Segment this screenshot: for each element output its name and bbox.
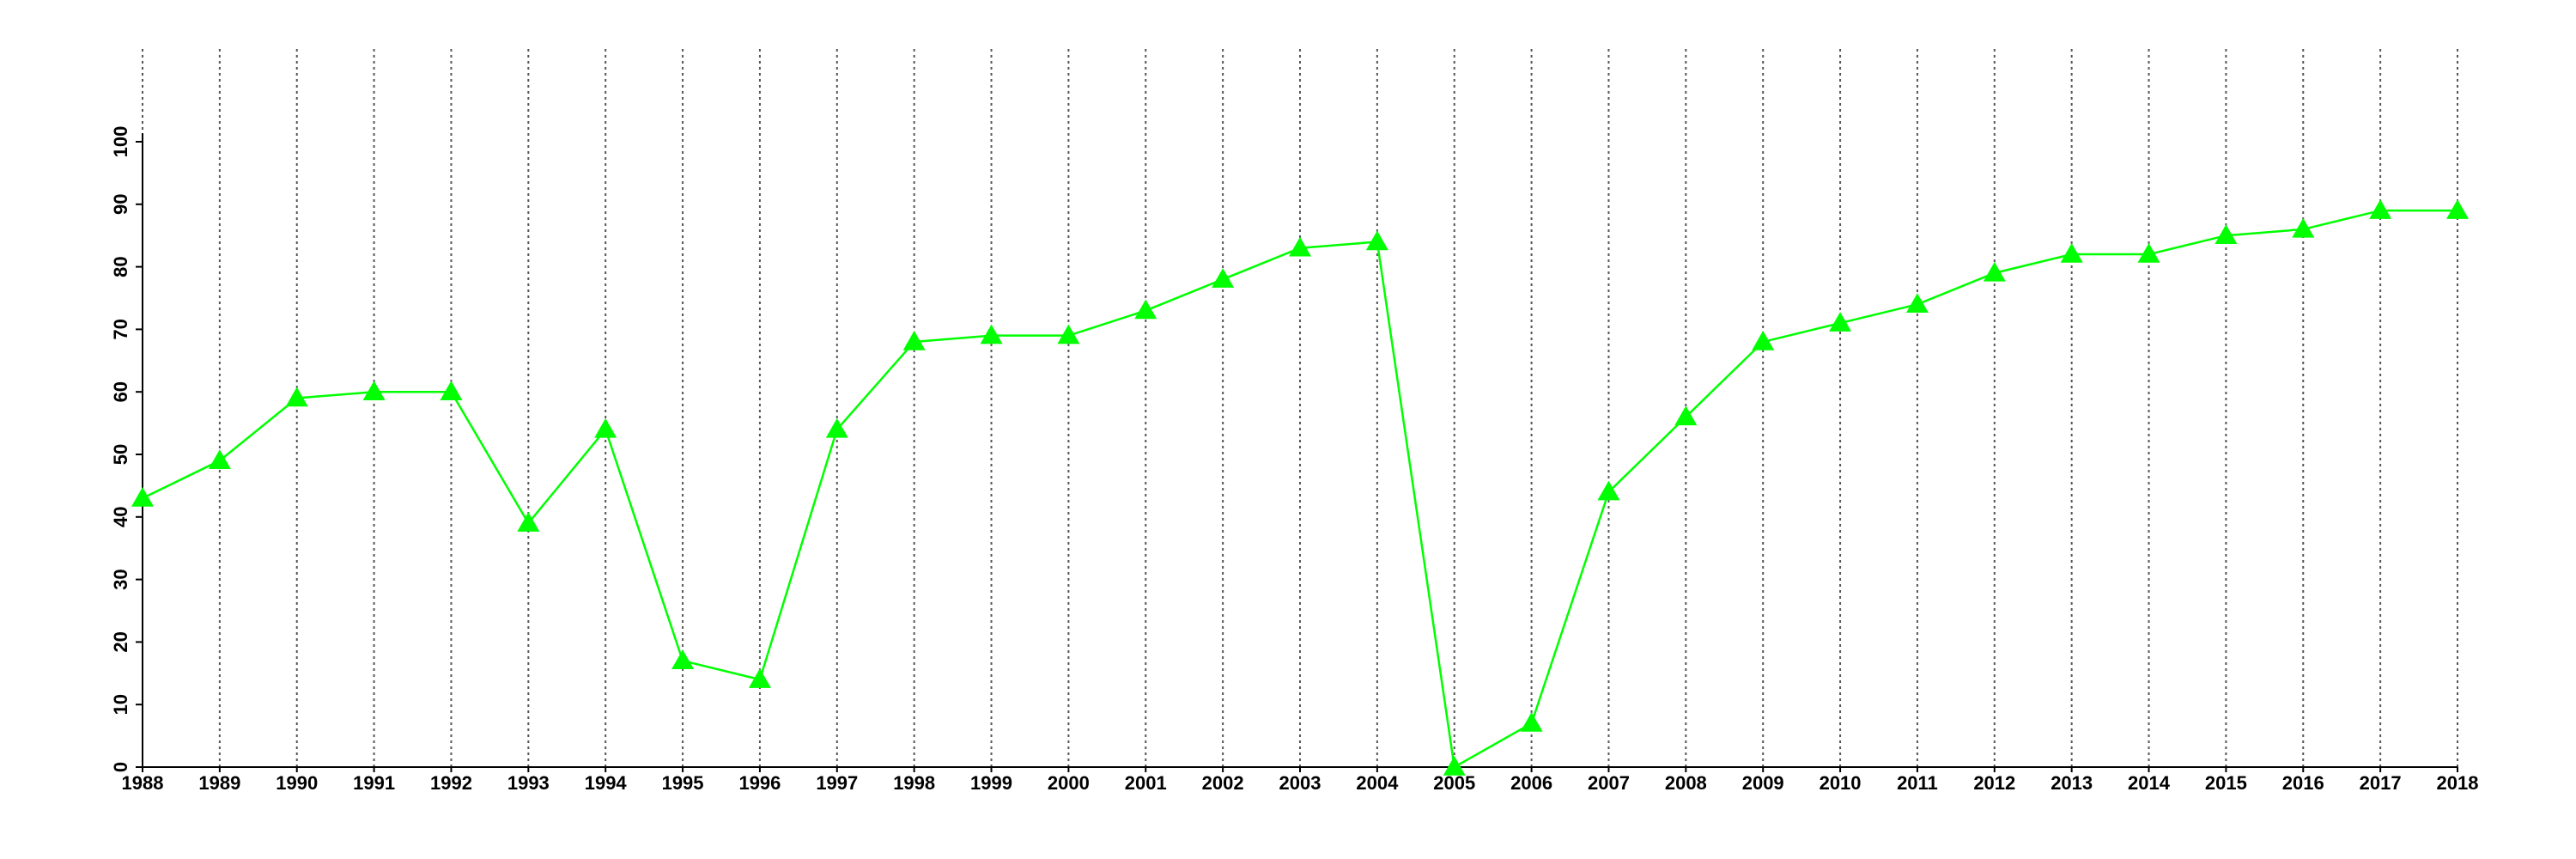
x-tick-label: 2016 <box>2282 772 2324 794</box>
x-tick-label: 2001 <box>1125 772 1167 794</box>
x-tick-label: 1994 <box>585 772 628 794</box>
x-tick-label: 2006 <box>1510 772 1552 794</box>
marker <box>1983 261 2006 282</box>
marker <box>902 330 926 350</box>
x-tick-label: 1995 <box>662 772 704 794</box>
marker <box>285 387 308 407</box>
marker <box>131 486 154 507</box>
marker <box>1829 312 1852 332</box>
marker <box>1752 330 1775 350</box>
y-tick-label: 40 <box>110 507 131 527</box>
x-tick-label: 2005 <box>1433 772 1475 794</box>
marker <box>1365 230 1388 251</box>
x-tick-label: 1992 <box>430 772 472 794</box>
marker <box>1057 324 1080 344</box>
marker <box>1674 405 1698 426</box>
marker <box>2369 199 2392 219</box>
marker <box>362 381 386 400</box>
marker <box>594 417 617 438</box>
marker <box>208 449 231 470</box>
marker <box>1905 293 1929 314</box>
marker <box>980 324 1003 344</box>
x-tick-label: 2017 <box>2360 772 2402 794</box>
x-tick-label: 2009 <box>1742 772 1784 794</box>
y-tick-label: 20 <box>110 631 131 652</box>
y-tick-label: 50 <box>110 444 131 465</box>
x-tick-label: 2007 <box>1588 772 1630 794</box>
marker <box>1289 236 1311 257</box>
x-tick-label: 1990 <box>276 772 318 794</box>
marker <box>517 512 540 532</box>
x-tick-label: 2018 <box>2437 772 2479 794</box>
marker <box>1443 756 1466 776</box>
x-tick-label: 2014 <box>2128 772 2171 794</box>
marker <box>440 381 463 400</box>
x-tick-label: 1997 <box>816 772 858 794</box>
x-tick-label: 1989 <box>198 772 240 794</box>
marker <box>748 668 771 688</box>
marker <box>2292 217 2315 238</box>
x-tick-label: 2003 <box>1279 772 1321 794</box>
y-tick-label: 70 <box>110 319 131 339</box>
marker <box>1597 480 1620 501</box>
marker <box>671 649 695 669</box>
x-tick-label: 1988 <box>122 772 164 794</box>
x-tick-label: 1991 <box>353 772 395 794</box>
x-tick-label: 1996 <box>738 772 781 794</box>
x-tick-label: 2002 <box>1202 772 1244 794</box>
marker <box>2215 224 2238 244</box>
x-tick-label: 1999 <box>970 772 1012 794</box>
marker <box>2137 243 2160 263</box>
marker <box>1520 712 1543 732</box>
marker <box>1134 299 1157 320</box>
marker <box>1212 268 1235 288</box>
marker <box>825 417 848 438</box>
y-tick-label: 80 <box>110 256 131 277</box>
x-tick-label: 2012 <box>1973 772 2015 794</box>
x-tick-label: 2015 <box>2205 772 2247 794</box>
y-tick-label: 100 <box>110 126 131 158</box>
marker <box>2446 199 2469 219</box>
x-tick-label: 2004 <box>1356 772 1399 794</box>
y-tick-label: 10 <box>110 694 131 715</box>
x-tick-label: 2010 <box>1820 772 1862 794</box>
y-tick-label: 0 <box>110 762 131 772</box>
x-tick-label: 1993 <box>507 772 550 794</box>
x-tick-label: 1998 <box>893 772 935 794</box>
x-tick-label: 2011 <box>1897 772 1938 794</box>
y-tick-label: 60 <box>110 381 131 402</box>
y-tick-label: 90 <box>110 194 131 215</box>
x-tick-label: 2013 <box>2050 772 2093 794</box>
y-tick-label: 30 <box>110 569 131 589</box>
marker <box>2060 243 2083 263</box>
x-tick-label: 2008 <box>1665 772 1707 794</box>
x-tick-label: 2000 <box>1048 772 1090 794</box>
